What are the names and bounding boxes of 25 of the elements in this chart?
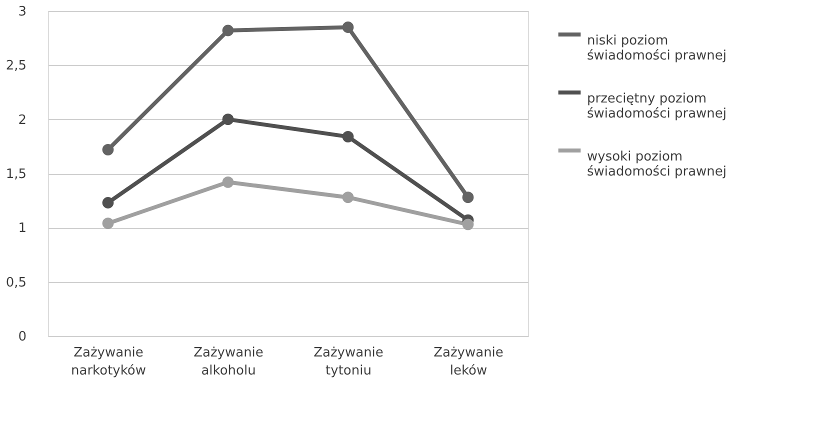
legend-label: wysoki poziom świadomości prawnej	[587, 150, 727, 180]
point	[102, 144, 114, 156]
point	[342, 192, 354, 204]
point	[222, 114, 234, 126]
x-tick-label: Zażywanie alkoholu	[194, 346, 264, 378]
y-tick-label: 0,5	[6, 275, 26, 290]
legend-label: niski poziom świadomości prawnej	[587, 34, 727, 64]
y-tick-label: 1,5	[6, 167, 26, 182]
point	[342, 22, 354, 33]
x-tick-label: Zażywanie leków	[434, 346, 504, 378]
point	[222, 24, 234, 36]
x-tick-label: Zażywanie tytoniu	[314, 346, 384, 378]
legend-label: przeciętny poziom świadomości prawnej	[587, 92, 727, 122]
y-tick-label: 0	[18, 330, 26, 344]
y-tick-label: 2	[18, 112, 26, 128]
x-tick-label: Zażywanie narkotyków	[70, 346, 146, 378]
y-tick-label: 3	[18, 4, 26, 20]
y-tick-label: 1	[18, 221, 26, 236]
y-tick-label: 2,5	[6, 58, 26, 74]
point	[462, 218, 474, 230]
point	[342, 130, 354, 142]
point	[102, 218, 114, 230]
point	[222, 176, 234, 188]
point	[102, 197, 114, 208]
point	[462, 192, 474, 204]
